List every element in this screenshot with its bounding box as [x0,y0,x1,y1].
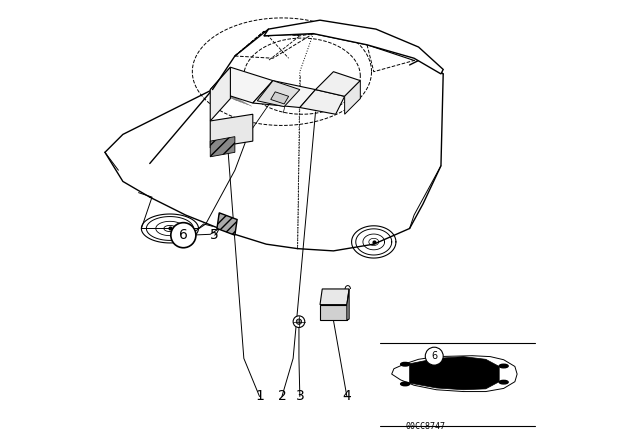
Polygon shape [392,356,517,392]
Ellipse shape [401,362,410,366]
Polygon shape [253,81,316,108]
Polygon shape [410,357,499,390]
Polygon shape [347,289,349,320]
Polygon shape [431,366,438,371]
Polygon shape [316,72,360,96]
Polygon shape [210,67,230,121]
Polygon shape [300,90,344,114]
Polygon shape [210,137,235,157]
Text: 4: 4 [342,389,351,404]
Circle shape [426,347,444,365]
Text: 3: 3 [296,389,304,404]
Text: 00CC8747: 00CC8747 [405,422,445,431]
Polygon shape [320,289,349,305]
Circle shape [293,316,305,327]
Polygon shape [257,81,300,107]
Polygon shape [264,20,443,74]
Polygon shape [210,67,273,103]
Text: 5: 5 [211,228,219,242]
Polygon shape [217,213,237,235]
Circle shape [296,319,301,324]
Polygon shape [210,114,253,148]
Polygon shape [344,81,360,114]
Text: 2: 2 [278,389,286,404]
Text: 6: 6 [179,228,188,242]
Circle shape [171,223,196,248]
Polygon shape [271,92,289,104]
Text: 6: 6 [431,351,437,361]
Polygon shape [320,305,347,320]
Text: 1: 1 [255,389,264,404]
Ellipse shape [401,382,410,386]
Ellipse shape [499,364,508,368]
Ellipse shape [499,380,508,384]
